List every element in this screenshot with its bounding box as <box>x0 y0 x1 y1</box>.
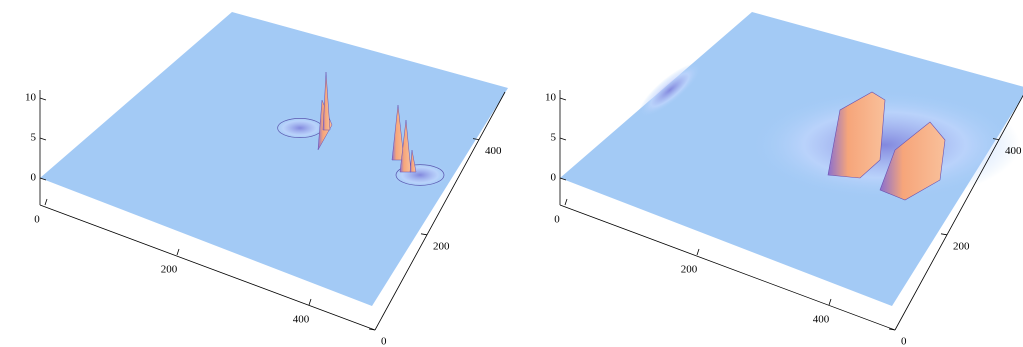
peak <box>409 149 417 173</box>
y-tick-label: 0 <box>901 336 907 347</box>
surface-plot: 0 5 10 0 200 400 0 200 400 <box>545 12 1023 347</box>
y-tick <box>940 233 948 236</box>
peak <box>827 91 886 179</box>
z-tick <box>559 177 567 181</box>
z-tick-label: 10 <box>545 92 557 104</box>
y-tick-label: 400 <box>485 145 502 157</box>
y-tick <box>888 328 896 331</box>
y-tick-label: 400 <box>1005 145 1022 157</box>
x-tick <box>828 298 832 306</box>
surface-plot: 0 5 10 0 200 400 0 200 400 <box>25 12 508 347</box>
x-tick <box>696 248 700 256</box>
x-tick <box>308 298 312 306</box>
y-tick <box>420 233 428 236</box>
ripple <box>272 116 328 140</box>
x-tick-label: 200 <box>681 264 698 276</box>
z-tick <box>559 97 567 101</box>
wave <box>638 62 702 118</box>
y-tick-label: 200 <box>433 240 450 252</box>
z-tick <box>39 177 47 181</box>
x-tick-label: 0 <box>34 214 40 226</box>
y-tick-label: 200 <box>953 240 970 252</box>
z-tick-label: 10 <box>25 92 37 104</box>
axis <box>374 91 506 331</box>
x-tick <box>564 198 568 206</box>
z-tick-label: 0 <box>31 172 37 184</box>
x-tick-label: 400 <box>293 314 310 326</box>
y-tick <box>472 138 480 140</box>
x-tick-label: 200 <box>161 264 178 276</box>
z-tick <box>559 137 567 141</box>
ripple <box>750 90 1020 200</box>
x-tick-label: 0 <box>554 214 560 226</box>
z-tick-label: 5 <box>551 132 557 144</box>
x-tick <box>176 248 180 256</box>
z-tick <box>39 97 47 101</box>
axis <box>559 204 896 331</box>
axis <box>39 204 376 331</box>
ripple-ring <box>395 164 445 186</box>
y-tick <box>992 138 1000 140</box>
peak <box>391 104 405 161</box>
peak <box>399 119 412 173</box>
z-tick-label: 5 <box>31 132 37 144</box>
axis <box>894 94 1023 331</box>
z-tick-label: 0 <box>551 172 557 184</box>
z-tick <box>39 137 47 141</box>
peak <box>322 71 331 131</box>
x-tick-label: 400 <box>813 314 830 326</box>
ripple <box>390 162 450 188</box>
y-tick <box>368 328 376 331</box>
surface-plane <box>40 12 508 306</box>
x-tick <box>44 198 48 206</box>
peak <box>879 121 946 201</box>
y-tick-label: 0 <box>381 336 387 347</box>
